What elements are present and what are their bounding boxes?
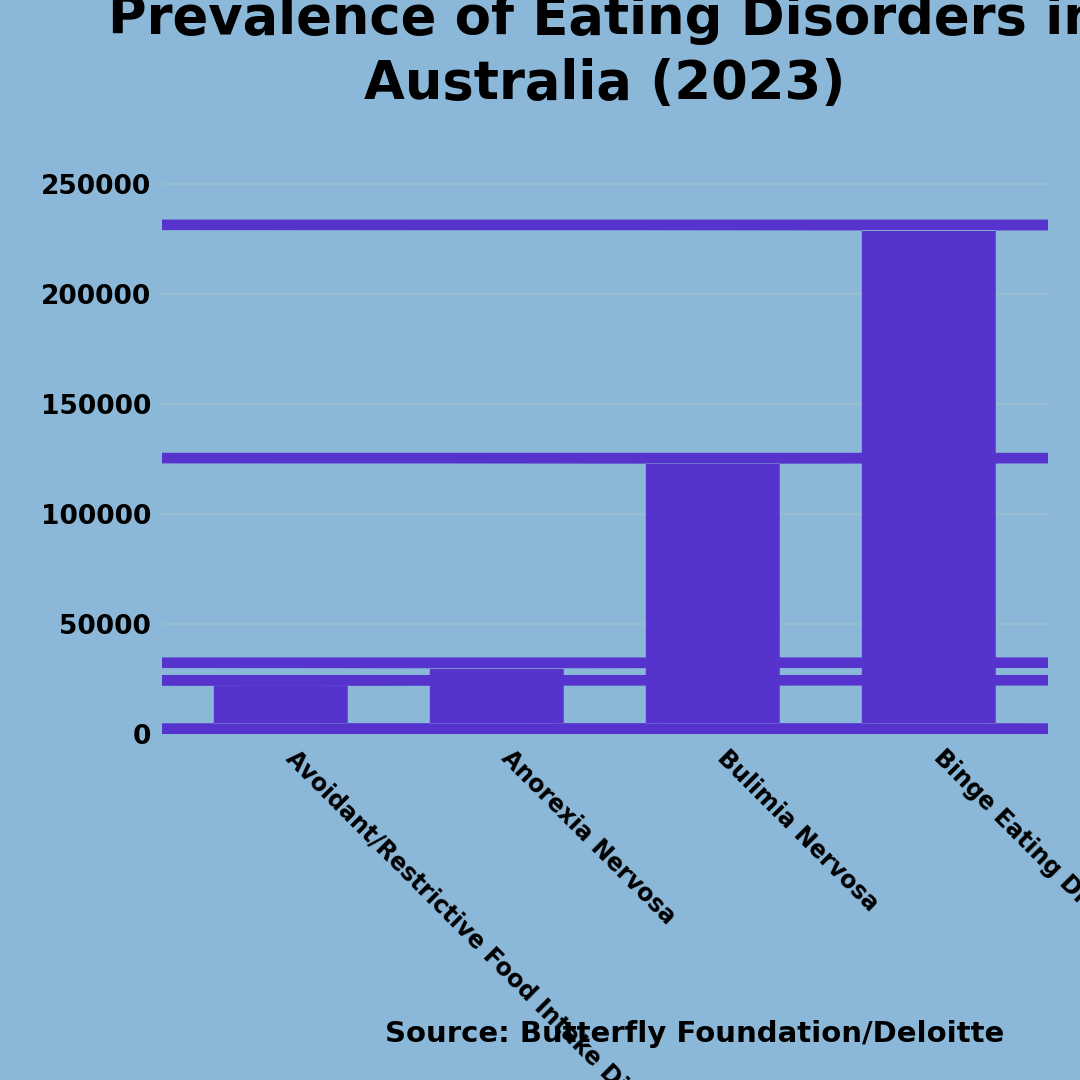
Title: Prevalence of Eating Disorders in
Australia (2023): Prevalence of Eating Disorders in Austra…	[108, 0, 1080, 110]
FancyBboxPatch shape	[0, 219, 1080, 734]
FancyBboxPatch shape	[0, 675, 1080, 734]
FancyBboxPatch shape	[0, 453, 1080, 734]
FancyBboxPatch shape	[0, 658, 1080, 734]
Text: Source: Butterfly Foundation/Deloitte: Source: Butterfly Foundation/Deloitte	[386, 1020, 1004, 1048]
